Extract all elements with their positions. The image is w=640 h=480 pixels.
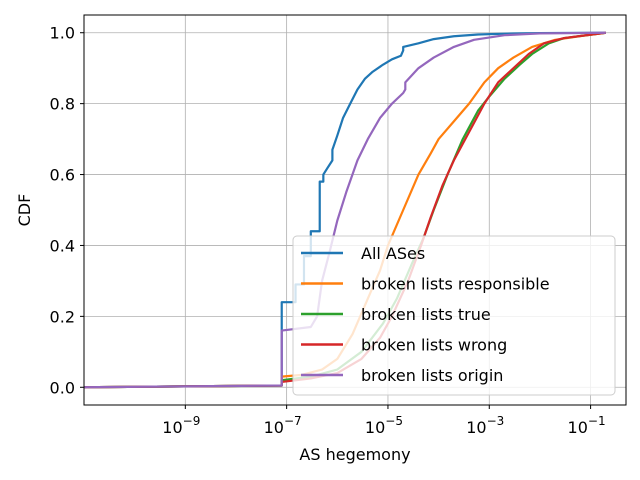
legend-label: All ASes xyxy=(361,244,425,263)
x-tick-label: 10−5 xyxy=(365,414,403,437)
legend-label: broken lists true xyxy=(361,305,491,324)
y-tick-label: 1.0 xyxy=(50,24,75,43)
x-tick-label: 10−7 xyxy=(264,414,302,437)
y-tick-label: 0.6 xyxy=(50,166,75,185)
y-axis-label: CDF xyxy=(15,194,34,227)
x-axis-label: AS hegemony xyxy=(299,445,410,464)
legend: All ASes broken lists responsible broken l… xyxy=(292,235,616,396)
legend-label: broken lists responsible xyxy=(361,275,550,294)
legend-box xyxy=(292,235,616,396)
x-axis-ticks: 10−9 10−7 10−5 10−3 10−1 xyxy=(162,405,606,437)
x-tick-label: 10−9 xyxy=(162,414,200,437)
y-tick-label: 0.2 xyxy=(50,307,75,326)
legend-label: broken lists origin xyxy=(361,366,503,385)
x-tick-label: 10−1 xyxy=(568,414,606,437)
y-axis-ticks: 0.0 0.2 0.4 0.6 0.8 1.0 xyxy=(50,24,84,397)
y-tick-label: 0.8 xyxy=(50,95,75,114)
axes-frame xyxy=(83,14,627,406)
y-tick-label: 0.0 xyxy=(50,378,75,397)
y-tick-label: 0.4 xyxy=(50,236,75,255)
legend-label: broken lists wrong xyxy=(361,336,507,355)
x-tick-label: 10−3 xyxy=(466,414,504,437)
